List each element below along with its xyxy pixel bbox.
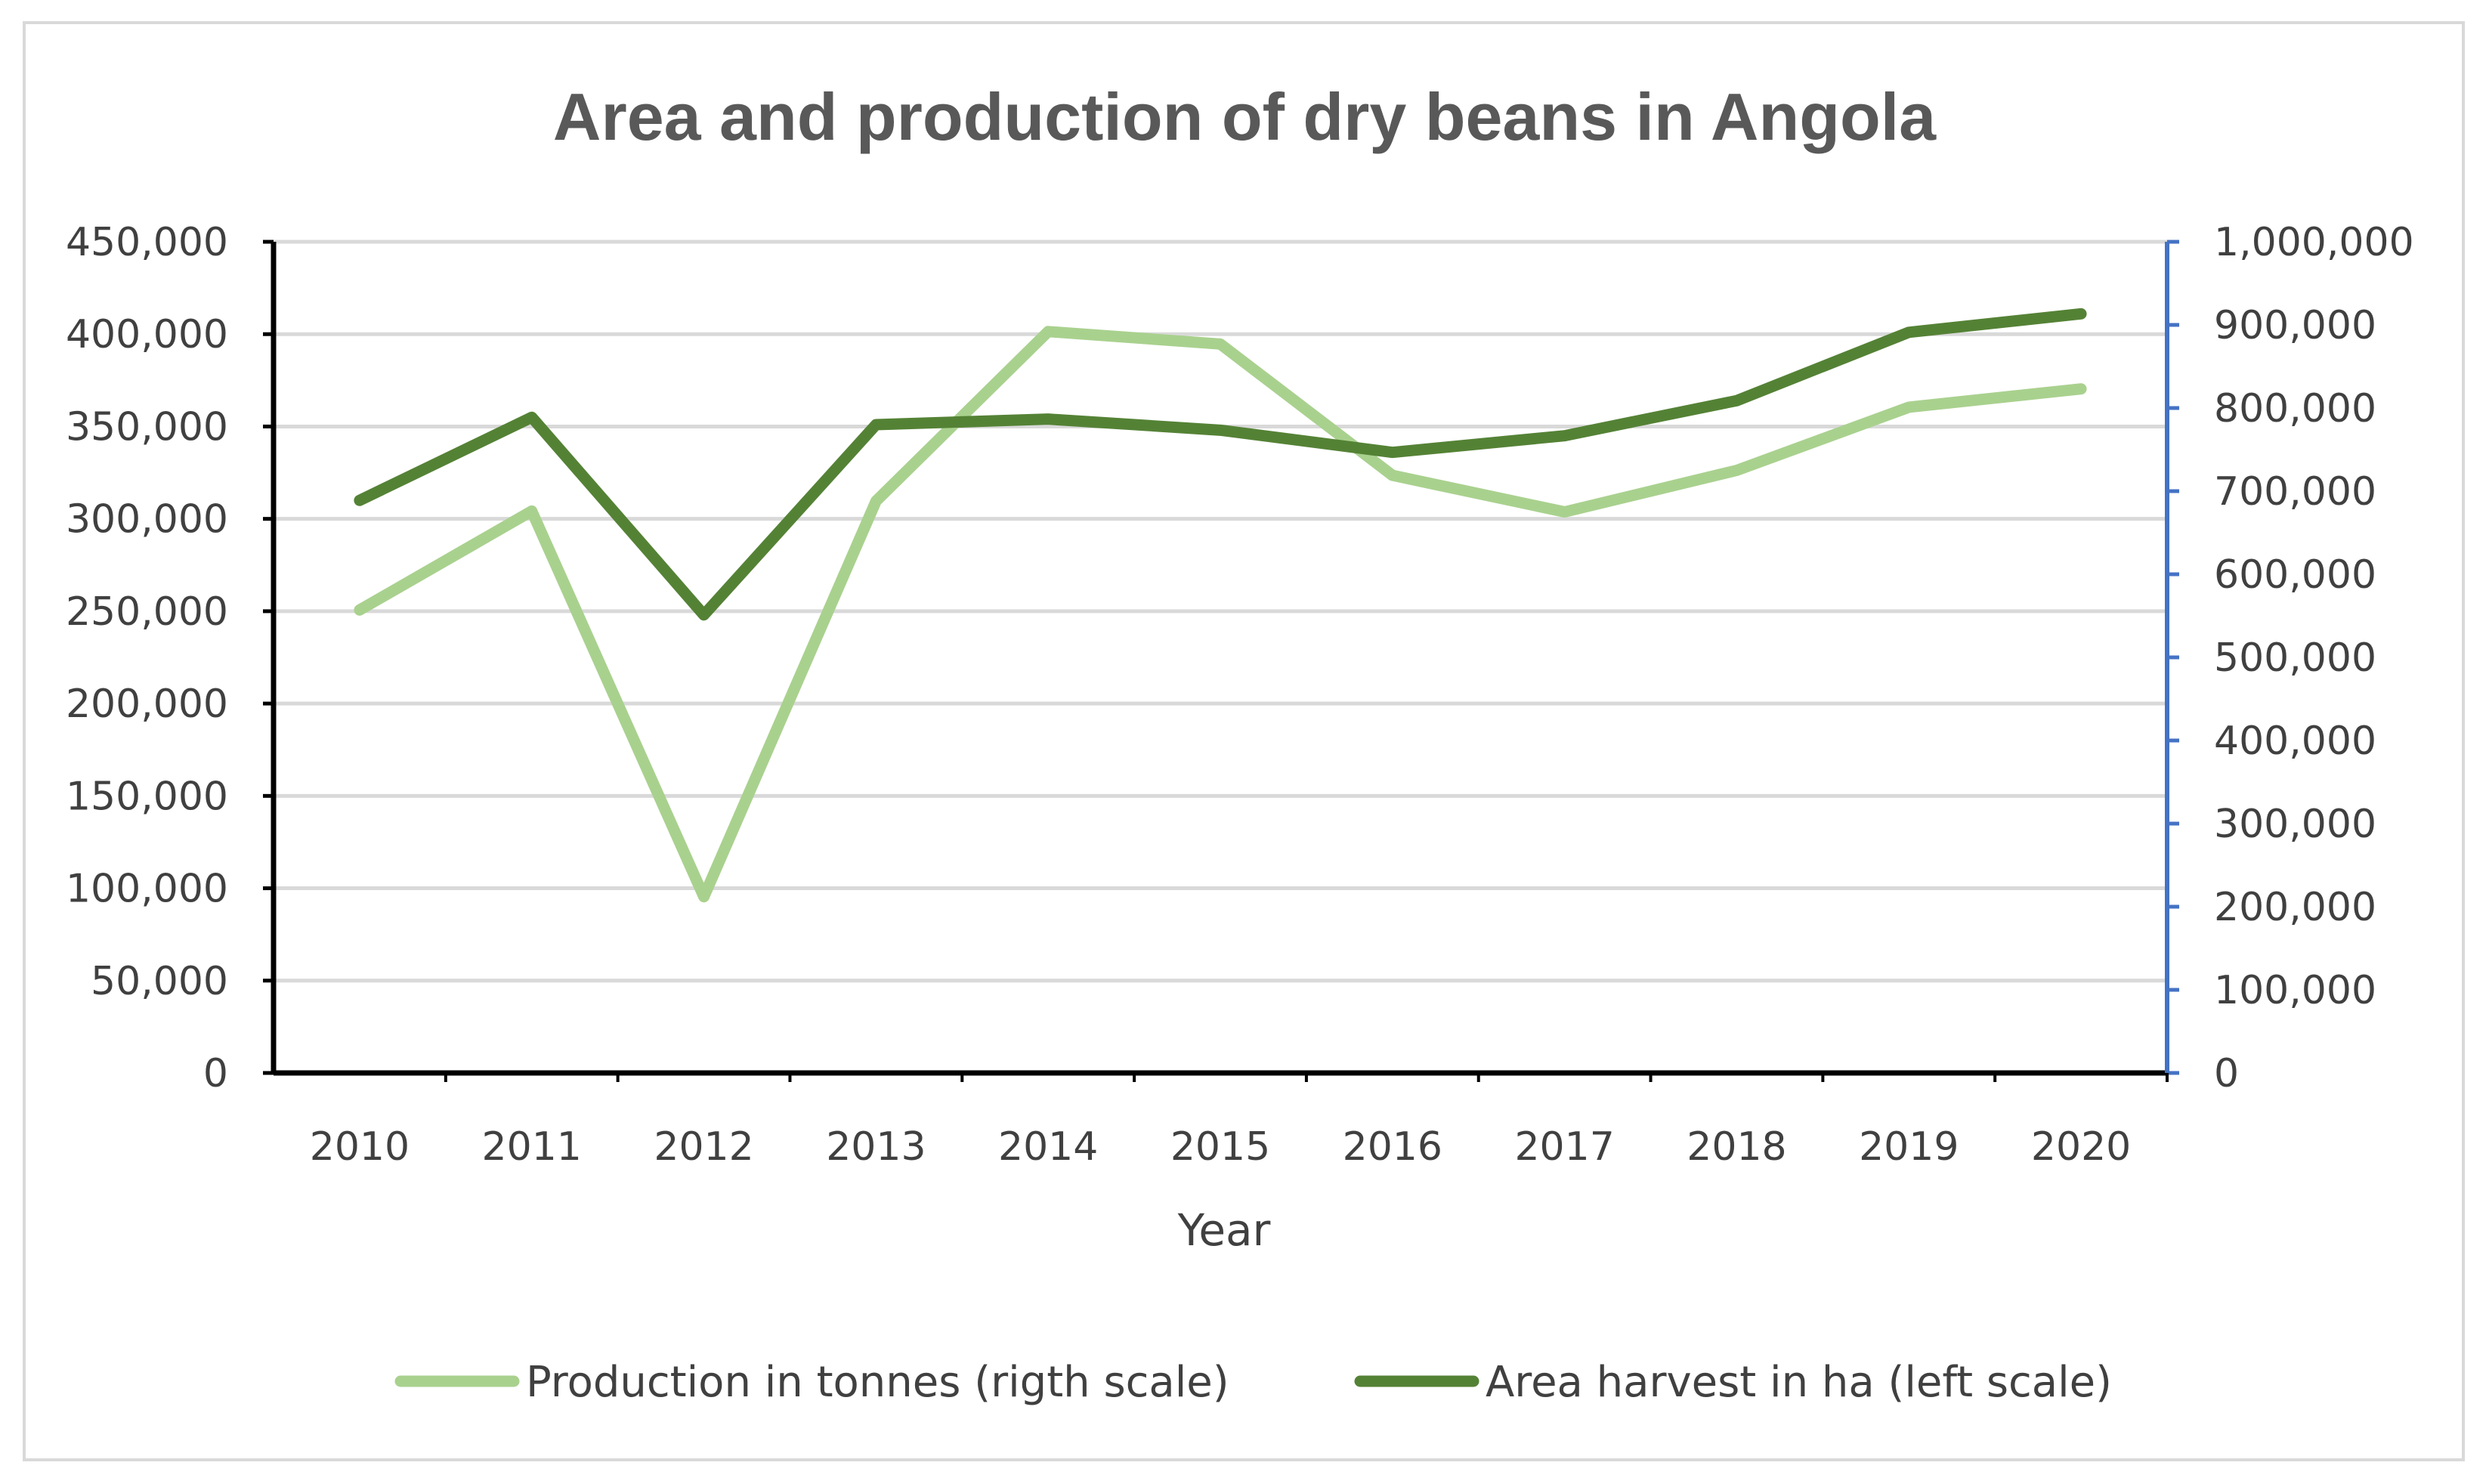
x-axis-ticks: 2010 2011 2012 2013 2014 2015 2016 2017 2018 2019…	[310, 1073, 2169, 1170]
left-tick-label: 50,000	[91, 959, 228, 1004]
right-tick-label: 500,000	[2214, 635, 2376, 681]
x-tick-label: 2020	[2031, 1124, 2131, 1170]
left-tick-label: 400,000	[66, 312, 228, 357]
left-tick-label: 450,000	[66, 220, 228, 265]
chart-title: Area and production of dry beans in Ango…	[553, 79, 1937, 154]
left-tick-label: 100,000	[66, 867, 228, 912]
left-tick-label: 150,000	[66, 774, 228, 819]
right-tick-label: 400,000	[2214, 719, 2376, 764]
x-tick-label: 2011	[482, 1124, 582, 1170]
legend-area-harvest-label: Area harvest in ha (left scale)	[1486, 1358, 2112, 1407]
gridlines	[274, 240, 2167, 983]
series-lines	[354, 308, 2087, 903]
production-line	[354, 326, 2087, 903]
x-tick-label: 2019	[1859, 1124, 1959, 1170]
right-tick-label: 600,000	[2214, 552, 2376, 598]
right-axis-ticks: 0 100,000 200,000 300,000 400,000 500,000 600,…	[2167, 220, 2414, 1096]
chart-frame	[23, 21, 2465, 1461]
left-tick-label: 350,000	[66, 404, 228, 450]
area-harvest-line	[354, 308, 2087, 621]
x-tick-label: 2018	[1687, 1124, 1786, 1170]
right-tick-label: 800,000	[2214, 386, 2376, 431]
left-tick-label: 250,000	[66, 589, 228, 635]
x-tick-label: 2016	[1343, 1124, 1442, 1170]
left-axis-ticks: 0 50,000 100,000 150,000 200,000 250,000 300,0…	[66, 220, 274, 1096]
left-tick-label: 200,000	[66, 682, 228, 727]
legend-production-label: Production in tonnes (rigth scale)	[526, 1358, 1229, 1407]
right-tick-label: 1,000,000	[2214, 220, 2414, 265]
right-tick-label: 100,000	[2214, 968, 2376, 1013]
right-tick-label: 900,000	[2214, 303, 2376, 348]
x-tick-label: 2014	[998, 1124, 1098, 1170]
x-tick-label: 2012	[654, 1124, 753, 1170]
axes	[271, 242, 2169, 1076]
left-tick-label: 300,000	[66, 497, 228, 543]
right-tick-label: 200,000	[2214, 885, 2376, 930]
legend: Production in tonnes (rigth scale) Area h…	[394, 1358, 2112, 1407]
right-tick-label: 0	[2214, 1051, 2239, 1096]
left-tick-label: 0	[203, 1051, 228, 1096]
x-axis-label: Year	[1177, 1204, 1271, 1256]
right-tick-label: 300,000	[2214, 802, 2376, 847]
x-tick-label: 2013	[826, 1124, 926, 1170]
x-tick-label: 2010	[310, 1124, 410, 1170]
x-tick-label: 2017	[1514, 1124, 1614, 1170]
right-tick-label: 700,000	[2214, 469, 2376, 515]
x-tick-label: 2015	[1170, 1124, 1270, 1170]
